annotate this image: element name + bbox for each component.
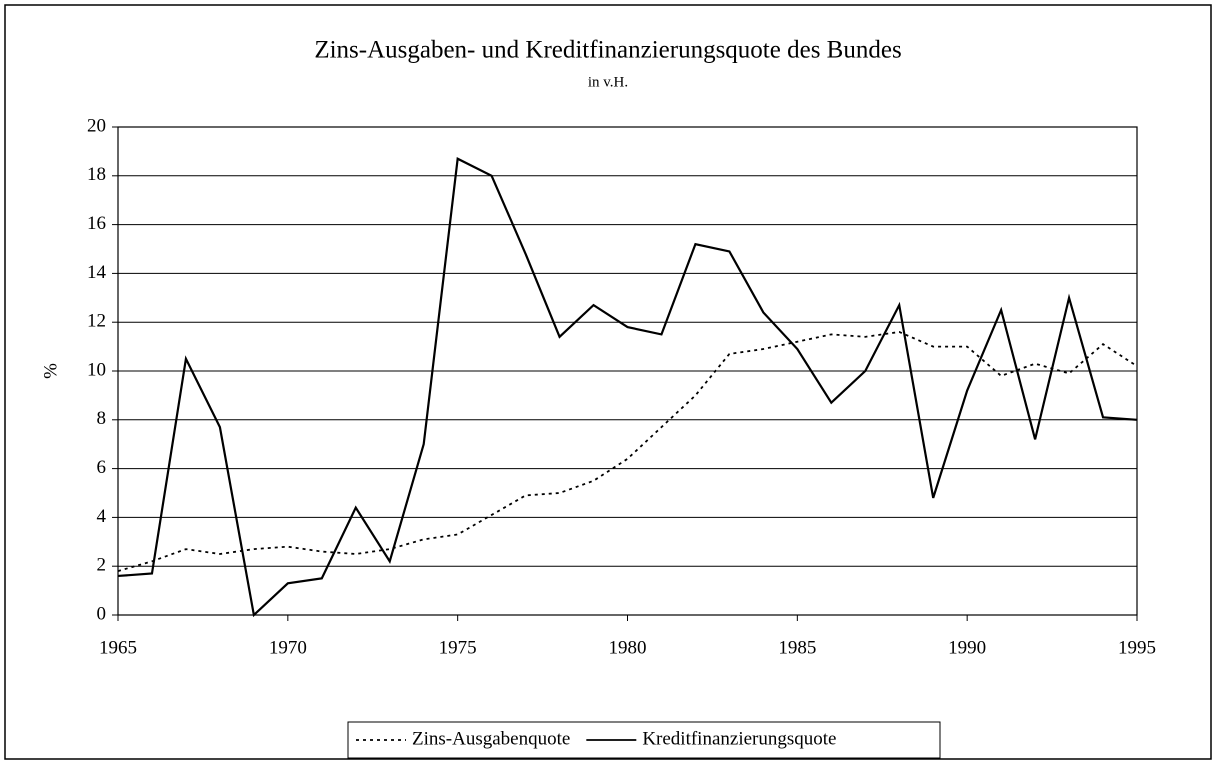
data-line bbox=[117, 157, 1138, 618]
y-tick-label: 12 bbox=[87, 311, 106, 332]
chart-title: Zins-Ausgaben- und Kreditfinanzierungsqu… bbox=[314, 37, 901, 64]
y-tick-label: 18 bbox=[87, 164, 106, 185]
data-line bbox=[117, 331, 1138, 572]
y-tick-label: 8 bbox=[97, 408, 107, 429]
x-tick-label: 1965 bbox=[99, 637, 137, 658]
y-tick-label: 4 bbox=[97, 506, 107, 527]
x-tick-label: 1970 bbox=[269, 637, 307, 658]
legend-label: Kreditfinanzierungsquote bbox=[642, 728, 836, 749]
y-tick-label: 10 bbox=[87, 359, 106, 380]
y-tick-label: 0 bbox=[97, 603, 107, 624]
y-tick-label: 2 bbox=[97, 555, 107, 576]
legend-label: Zins-Ausgabenquote bbox=[412, 728, 570, 749]
y-axis-label: % bbox=[40, 363, 61, 379]
chart-subtitle: in v.H. bbox=[588, 74, 628, 90]
x-tick-label: 1990 bbox=[948, 637, 986, 658]
x-tick-label: 1985 bbox=[778, 637, 816, 658]
x-tick-label: 1975 bbox=[439, 637, 477, 658]
plot-border bbox=[117, 126, 1138, 616]
legend-box bbox=[347, 721, 941, 759]
x-tick-label: 1995 bbox=[1118, 637, 1156, 658]
chart-border bbox=[4, 4, 1212, 760]
x-tick-label: 1980 bbox=[609, 637, 647, 658]
y-tick-label: 14 bbox=[87, 262, 107, 283]
y-tick-label: 20 bbox=[87, 115, 106, 136]
y-tick-label: 16 bbox=[87, 213, 106, 234]
y-tick-label: 6 bbox=[97, 457, 107, 478]
